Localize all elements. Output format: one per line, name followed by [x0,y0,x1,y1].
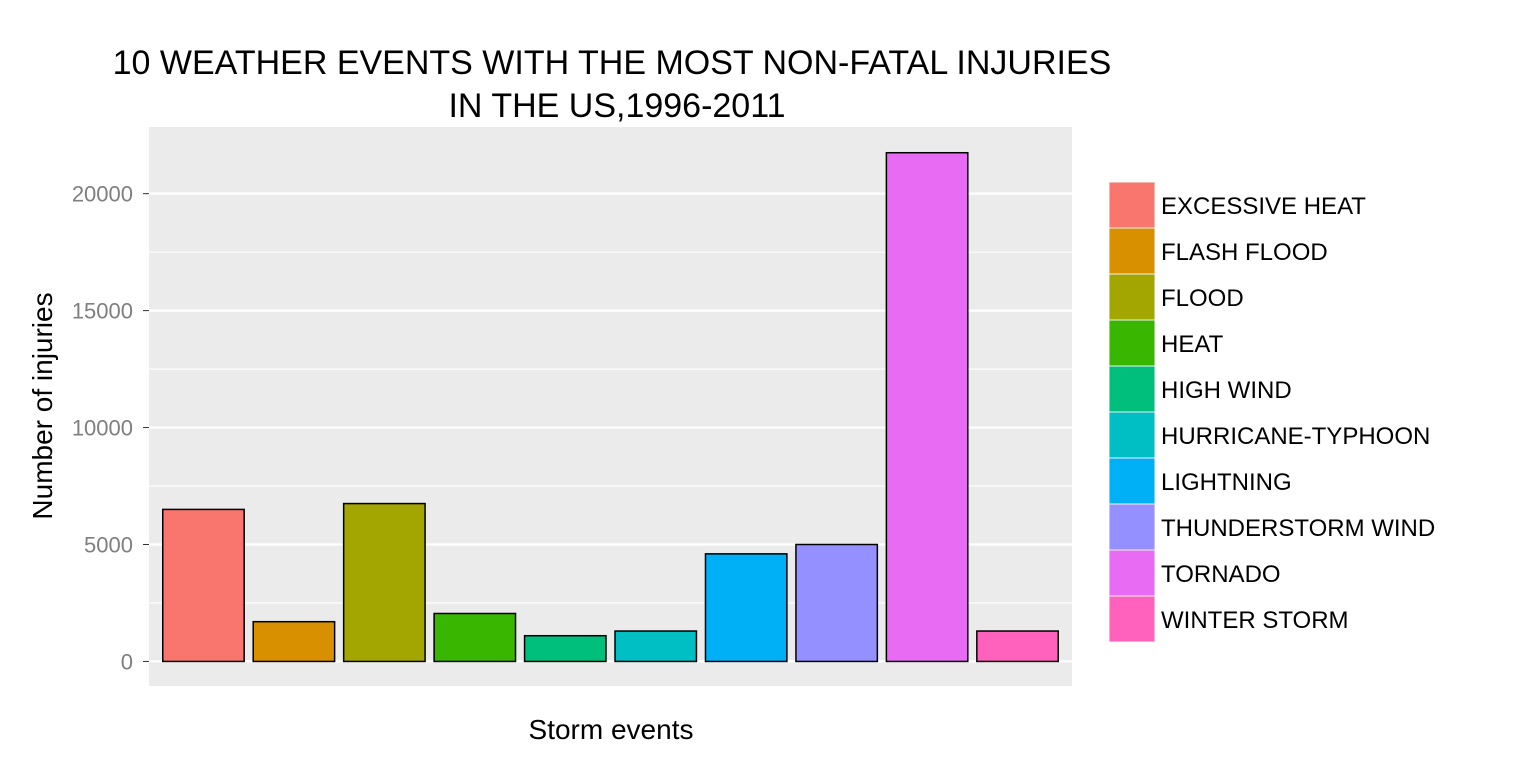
x-axis-title: Storm events [529,714,694,745]
legend: EXCESSIVE HEAT FLASH FLOOD FLOOD HEAT HIGH W… [1109,182,1435,642]
legend-label: HURRICANE-TYPHOON [1161,423,1430,450]
y-axis-title: Number of injuries [27,292,58,519]
legend-label: FLASH FLOOD [1161,239,1328,266]
bar-heat [433,612,517,663]
y-tick-label: 0 [121,649,133,674]
legend-label: TORNADO [1161,561,1281,588]
legend-swatch [1109,228,1155,274]
legend-swatch [1109,320,1155,366]
bar-hurricane-typhoon [614,630,698,663]
legend-swatch [1109,412,1155,458]
chart-title-line-2: IN THE US,1996-2011 [448,87,785,125]
y-axis-ticks: 0 5000 10000 15000 20000 [72,182,149,674]
y-tick-label: 20000 [72,182,133,207]
chart-title-line-1: 10 WEATHER EVENTS WITH THE MOST NON-FATA… [113,44,1112,82]
bar-flash-flood [252,620,336,663]
legend-label: HIGH WIND [1161,377,1292,404]
bar-high-wind [523,634,607,663]
bar-lightning [704,553,788,663]
legend-label: EXCESSIVE HEAT [1161,193,1366,220]
bar-thunderstorm-wind [795,543,879,663]
bars [162,151,1059,663]
legend-label: FLOOD [1161,285,1244,312]
legend-swatch [1109,458,1155,504]
legend-label: LIGHTNING [1161,469,1292,496]
legend-label: HEAT [1161,331,1224,358]
legend-label: THUNDERSTORM WIND [1161,515,1435,542]
bar-winter-storm [976,630,1059,663]
bar-tornado [885,151,969,663]
legend-swatch [1109,274,1155,320]
y-tick-label: 5000 [84,532,133,557]
legend-swatch [1109,596,1155,642]
y-tick-label: 10000 [72,416,133,441]
y-tick-label: 15000 [72,299,133,324]
legend-swatch [1109,504,1155,550]
legend-swatch [1109,182,1155,228]
bar-flood [342,502,426,663]
legend-swatch [1109,550,1155,596]
bar-excessive-heat [162,508,245,663]
legend-swatch [1109,366,1155,412]
legend-label: WINTER STORM [1161,607,1349,634]
